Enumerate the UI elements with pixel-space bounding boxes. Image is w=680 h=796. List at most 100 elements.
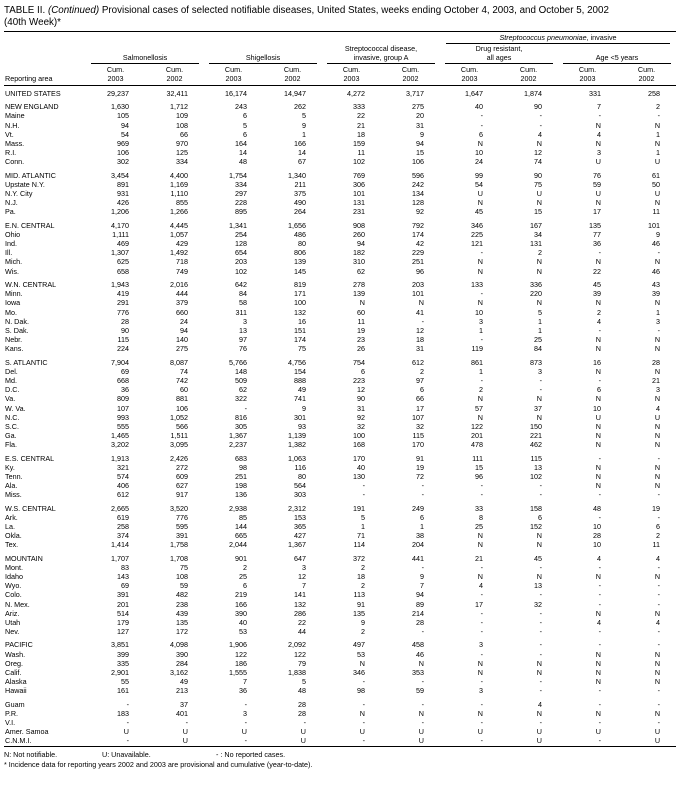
value-cell: 49: [180, 677, 188, 687]
legend-not-notifiable: N: Not notifiable.: [4, 749, 58, 759]
value-cell: 10: [593, 521, 601, 531]
table-row: Va. 809 881 322 741 90 66 N N N N: [4, 394, 676, 403]
value-cell: 660: [176, 307, 188, 317]
table-row: N.C. 993 1,052 816 301 92 107 N N U U: [4, 413, 676, 422]
value-cell: 4,400: [170, 170, 188, 180]
value-cell: 36: [121, 385, 129, 395]
value-cell: 238: [176, 599, 188, 609]
value-cell: U: [182, 736, 188, 746]
value-cell: 107: [412, 412, 424, 422]
value-cell: 749: [176, 266, 188, 276]
value-cell: 390: [176, 649, 188, 659]
table-row: Tex. 1,414 1,758 2,044 1,367 114 204 N N 10 11: [4, 540, 676, 549]
value-cell: -: [539, 481, 542, 491]
value-cell: 224: [117, 344, 129, 354]
value-cell: 34: [534, 229, 542, 239]
column-header-year: 2003: [107, 73, 124, 83]
value-cell: 2: [361, 627, 365, 637]
value-cell: N: [536, 668, 542, 678]
table-row: C.N.M.I. - U - U - U - U - U: [4, 736, 676, 746]
value-cell: 57: [475, 403, 483, 413]
disease-group-header: Age <5 years: [558, 44, 676, 65]
value-cell: 297: [235, 189, 247, 199]
value-cell: 66: [416, 394, 424, 404]
value-cell: 596: [412, 170, 424, 180]
value-cell: 275: [412, 102, 424, 112]
value-cell: N: [595, 139, 601, 149]
column-header-year: 2003: [225, 73, 242, 83]
value-cell: 101: [353, 189, 365, 199]
reporting-area-cell: R.I.: [5, 148, 17, 158]
value-cell: 6: [420, 385, 424, 395]
value-cell: -: [480, 718, 483, 728]
value-cell: 109: [176, 111, 188, 121]
table-row: V.I. - - - - - - - - - -: [4, 718, 676, 727]
reporting-area-cell: D.C.: [5, 385, 20, 395]
value-cell: 654: [235, 248, 247, 258]
value-cell: 3: [479, 316, 483, 326]
value-cell: 60: [357, 307, 365, 317]
value-cell: -: [657, 248, 661, 258]
value-cell: 164: [235, 139, 247, 149]
table-row: W. Va. 107 106 - 9 31 17 57 37 10 4: [4, 404, 676, 413]
value-cell: 658: [117, 266, 129, 276]
value-cell: 132: [294, 599, 306, 609]
value-cell: N: [595, 335, 601, 345]
value-cell: 1,707: [111, 553, 129, 563]
value-cell: 311: [235, 307, 247, 317]
value-cell: 346: [353, 668, 365, 678]
value-cell: 242: [412, 179, 424, 189]
value-cell: -: [539, 120, 542, 130]
value-cell: 11: [357, 148, 365, 158]
value-cell: 84: [534, 344, 542, 354]
value-cell: 3: [538, 366, 542, 376]
value-cell: 116: [294, 462, 306, 472]
value-cell: N: [595, 394, 601, 404]
value-cell: 84: [239, 289, 247, 299]
value-cell: 91: [357, 599, 365, 609]
table-row: Mass. 969 970 164 166 159 94 N N N N: [4, 139, 676, 148]
table-row: Tenn. 574 609 251 80 130 72 96 102 N N: [4, 472, 676, 481]
disease-group-label: Age <5 years: [563, 53, 672, 65]
value-cell: 24: [475, 157, 483, 167]
value-cell: 2: [361, 562, 365, 572]
value-cell: N: [654, 431, 661, 441]
value-cell: 22: [298, 618, 306, 627]
value-cell: -: [362, 481, 365, 491]
value-cell: 3,851: [111, 640, 129, 650]
value-cell: N: [654, 120, 661, 130]
value-cell: 1,511: [170, 431, 188, 441]
value-cell: 2,901: [111, 668, 129, 678]
table-row: PACIFIC 3,851 4,098 1,906 2,092 497 458 3 - - -: [4, 636, 676, 649]
reporting-area-cell: Mich.: [5, 257, 23, 267]
value-cell: -: [362, 677, 365, 687]
value-cell: -: [657, 581, 661, 591]
value-cell: -: [657, 640, 661, 650]
value-cell: 2: [656, 531, 661, 541]
table-row: MID. ATLANTIC 3,454 4,400 1,754 1,340 769 596 9…: [4, 167, 676, 180]
value-cell: 574: [117, 471, 129, 481]
value-cell: -: [539, 562, 542, 572]
reporting-area-cell: Iowa: [5, 298, 21, 308]
value-cell: 144: [235, 521, 247, 531]
reporting-area-cell: Mont.: [5, 562, 23, 572]
reporting-area-cell: Ga.: [5, 431, 17, 441]
value-cell: 71: [357, 531, 365, 541]
strep-pneumoniae-label: Streptococcus pneumoniae, invasive: [446, 32, 671, 45]
value-cell: N: [654, 658, 661, 668]
value-cell: U: [477, 727, 483, 737]
reporting-area-cell: Utah: [5, 618, 21, 627]
value-cell: 251: [412, 257, 424, 267]
disease-group-label: Drug resistant, all ages: [445, 44, 553, 65]
value-cell: 993: [117, 412, 129, 422]
value-cell: 1,708: [170, 553, 188, 563]
value-cell: 17: [475, 599, 483, 609]
disease-group-label: Shigellosis: [209, 53, 317, 65]
value-cell: 204: [412, 540, 424, 550]
value-cell: 19: [652, 503, 661, 513]
value-cell: 14: [239, 148, 247, 158]
value-cell: -: [657, 718, 661, 728]
table-row: Minn. 419 444 84 171 139 101 - 220 39 39: [4, 289, 676, 298]
value-cell: 1,367: [288, 540, 306, 550]
value-cell: 94: [416, 590, 424, 600]
